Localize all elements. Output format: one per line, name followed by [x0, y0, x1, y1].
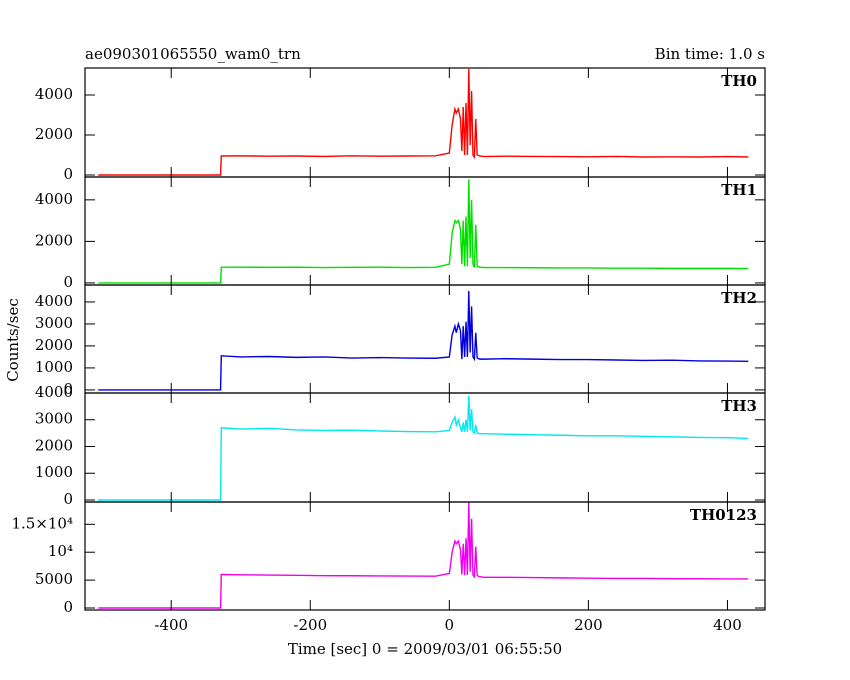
y-tick-label: 3000	[35, 314, 73, 332]
y-tick-label: 1.5×10⁴	[11, 514, 73, 532]
y-tick-label: 2000	[35, 336, 73, 354]
y-tick-label: 2000	[35, 231, 73, 249]
panel-label: TH0123	[690, 506, 757, 524]
y-tick-label: 4000	[35, 85, 73, 103]
bin-time: Bin time: 1.0 s	[655, 45, 765, 63]
y-tick-label: 3000	[35, 410, 73, 428]
y-tick-label: 0	[63, 598, 73, 616]
y-tick-label: 5000	[35, 570, 73, 588]
x-axis-label: Time [sec] 0 = 2009/03/01 06:55:50	[288, 640, 562, 658]
series-line	[98, 68, 749, 176]
panel-label: TH1	[721, 181, 757, 199]
chart-title: ae090301065550_wam0_trn	[85, 45, 301, 63]
x-tick-label: 400	[713, 616, 742, 634]
series-line	[98, 179, 749, 284]
x-tick-label: -200	[293, 616, 327, 634]
y-tick-label: 0	[63, 380, 73, 398]
series-line	[98, 501, 749, 609]
panel-frame	[84, 392, 766, 503]
panel-label: TH2	[721, 289, 757, 307]
y-tick-label: 1000	[35, 463, 73, 481]
series-line	[98, 395, 749, 501]
panel-label: TH0	[721, 72, 757, 90]
series-line	[98, 290, 749, 391]
x-tick-label: 200	[574, 616, 603, 634]
x-tick-label: -400	[154, 616, 188, 634]
y-tick-label: 2000	[35, 436, 73, 454]
y-tick-label: 2000	[35, 125, 73, 143]
y-tick-label: 0	[63, 165, 73, 183]
y-tick-label: 4000	[35, 383, 73, 401]
panel-frame	[84, 284, 766, 394]
y-tick-label: 0	[63, 273, 73, 291]
panel-frame	[84, 67, 766, 178]
y-tick-label: 4000	[35, 292, 73, 310]
y-tick-label: 0	[63, 490, 73, 508]
panel-frame	[84, 501, 766, 611]
y-tick-label: 10⁴	[48, 542, 73, 560]
y-tick-label: 1000	[35, 358, 73, 376]
y-tick-label: 4000	[35, 190, 73, 208]
panel-label: TH3	[721, 397, 757, 415]
x-tick-label: 0	[445, 616, 455, 634]
y-axis-label: Counts/sec	[4, 298, 22, 382]
